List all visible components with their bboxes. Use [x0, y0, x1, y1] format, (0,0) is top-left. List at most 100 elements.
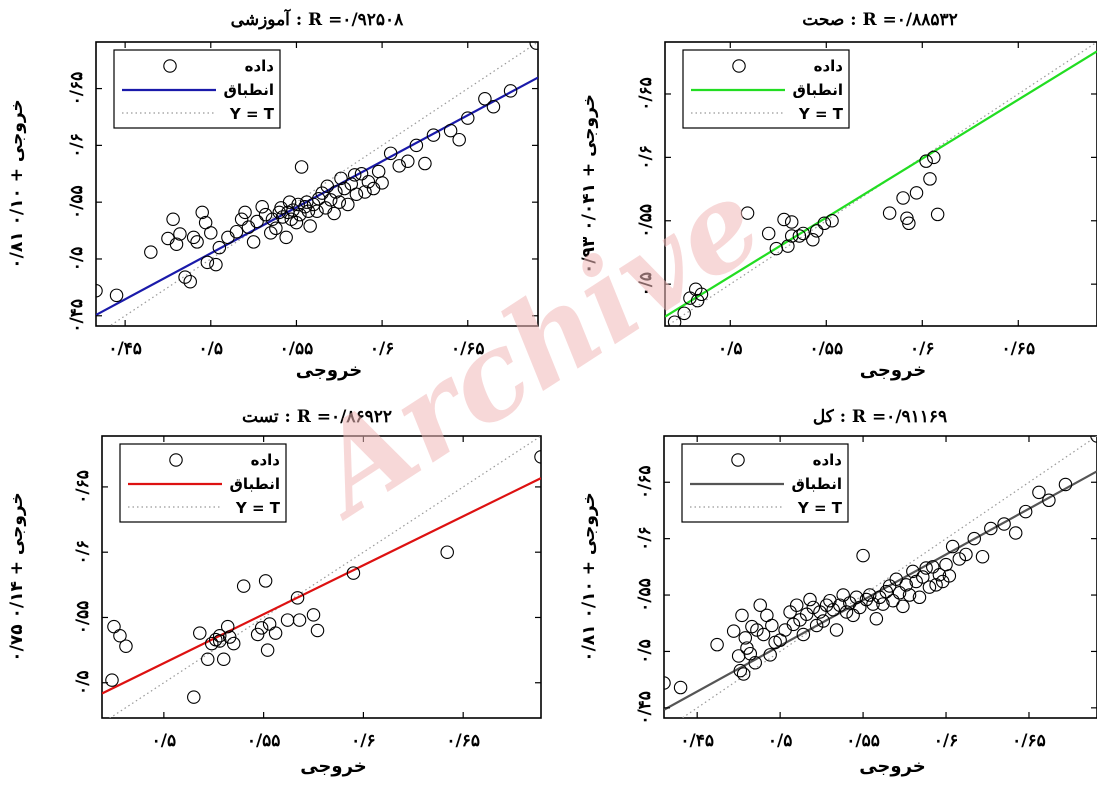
data-point [315, 186, 329, 200]
data-point [96, 284, 103, 298]
data-point [166, 212, 180, 226]
fit-line [102, 477, 541, 695]
data-point [229, 224, 244, 239]
data-point [839, 605, 854, 619]
data-point [761, 226, 776, 241]
x-tick-label: ۰/۵۵ [247, 731, 281, 751]
data-point [856, 548, 870, 563]
legend-label-identity: Y = T [797, 499, 843, 517]
data-point [1018, 504, 1033, 519]
data-point [113, 628, 127, 643]
data-point [269, 221, 283, 236]
data-point [909, 574, 923, 589]
data-point [930, 207, 945, 222]
legend-label-identity: Y = T [229, 105, 275, 123]
data-point [258, 207, 273, 222]
data-point [919, 561, 933, 575]
data-point [836, 588, 850, 602]
data-point [984, 521, 998, 536]
chart-title: کل : R =۰/۹۱۱۶۹ [813, 407, 947, 427]
x-tick-label: ۰/۵۵ [846, 731, 880, 751]
data-point [187, 690, 201, 704]
x-tick-label: ۰/۵ [152, 731, 176, 751]
data-point [932, 567, 947, 582]
x-tick-label: ۰/۵ [199, 339, 223, 359]
identity-line [681, 436, 1097, 718]
legend-label-data: داده [245, 57, 275, 75]
data-point [347, 168, 362, 182]
legend-label-data: داده [814, 57, 844, 75]
data-point [105, 673, 119, 687]
data-point [486, 100, 501, 114]
data-point [534, 450, 541, 464]
data-point [254, 621, 269, 635]
data-point [902, 216, 916, 231]
legend: داده انطباق Y = T [682, 49, 850, 129]
legend-marker-data [169, 453, 183, 467]
data-point [919, 154, 933, 168]
x-tick-label: ۰/۶۵ [1012, 731, 1046, 751]
data-point [186, 230, 201, 245]
data-point [205, 636, 219, 651]
data-point [765, 618, 779, 633]
legend: داده انطباق Y = T [681, 443, 849, 523]
data-point [383, 146, 398, 161]
data-point [892, 586, 907, 600]
x-tick-label: ۰/۶ [910, 339, 934, 359]
data-point [896, 599, 910, 614]
y-tick-label: ۰/۵۵ [635, 578, 655, 612]
data-point [238, 205, 252, 220]
y-tick-label: ۰/۵۵ [67, 185, 87, 219]
data-point [792, 229, 807, 243]
data-point [906, 564, 920, 579]
data-point [478, 92, 492, 106]
plot-content [102, 436, 541, 718]
data-point [289, 215, 304, 230]
x-tick-label: ۰/۵ [718, 339, 742, 359]
data-point [234, 212, 249, 226]
data-point [736, 667, 751, 681]
data-point [740, 206, 755, 220]
chart-title: تست : R =۰/۸۶۹۲۲ [242, 407, 392, 427]
data-point [461, 111, 475, 125]
y-tick-label: ۰/۶ [73, 540, 93, 564]
data-point [301, 204, 316, 219]
legend-label-data: داده [813, 451, 843, 469]
data-point [912, 590, 927, 605]
data-point [690, 293, 705, 308]
legend-label-identity: Y = T [235, 499, 281, 517]
x-tick-label: ۰/۶۵ [451, 339, 485, 359]
data-point [418, 156, 432, 171]
data-point [334, 171, 348, 186]
y-tick-label: ۰/۵۵ [73, 601, 93, 635]
data-point [796, 627, 811, 642]
data-point [899, 578, 913, 592]
x-tick-label: ۰/۴۵ [680, 731, 714, 751]
legend-label-identity: Y = T [798, 105, 844, 123]
data-point [443, 123, 458, 138]
data-point [337, 181, 352, 196]
data-point [902, 588, 917, 602]
plot-content [665, 42, 1097, 326]
data-point [169, 237, 184, 251]
data-point [392, 159, 406, 173]
data-point [826, 602, 840, 617]
data-point [375, 176, 389, 190]
data-point [279, 230, 293, 245]
data-point [144, 245, 158, 259]
data-point [882, 206, 897, 220]
data-point [945, 539, 960, 554]
data-point [178, 270, 192, 284]
data-point [806, 600, 821, 615]
data-point [292, 613, 307, 627]
identity-line [665, 42, 1097, 326]
y-tick-label: ۰/۶۵ [635, 465, 655, 499]
data-point [275, 210, 290, 224]
data-point [786, 617, 801, 632]
y-tick-label: ۰/۵ [636, 272, 656, 296]
data-point [212, 628, 227, 643]
x-tick-label: ۰/۵۵ [809, 339, 843, 359]
data-point [310, 623, 325, 638]
data-point [263, 226, 278, 240]
